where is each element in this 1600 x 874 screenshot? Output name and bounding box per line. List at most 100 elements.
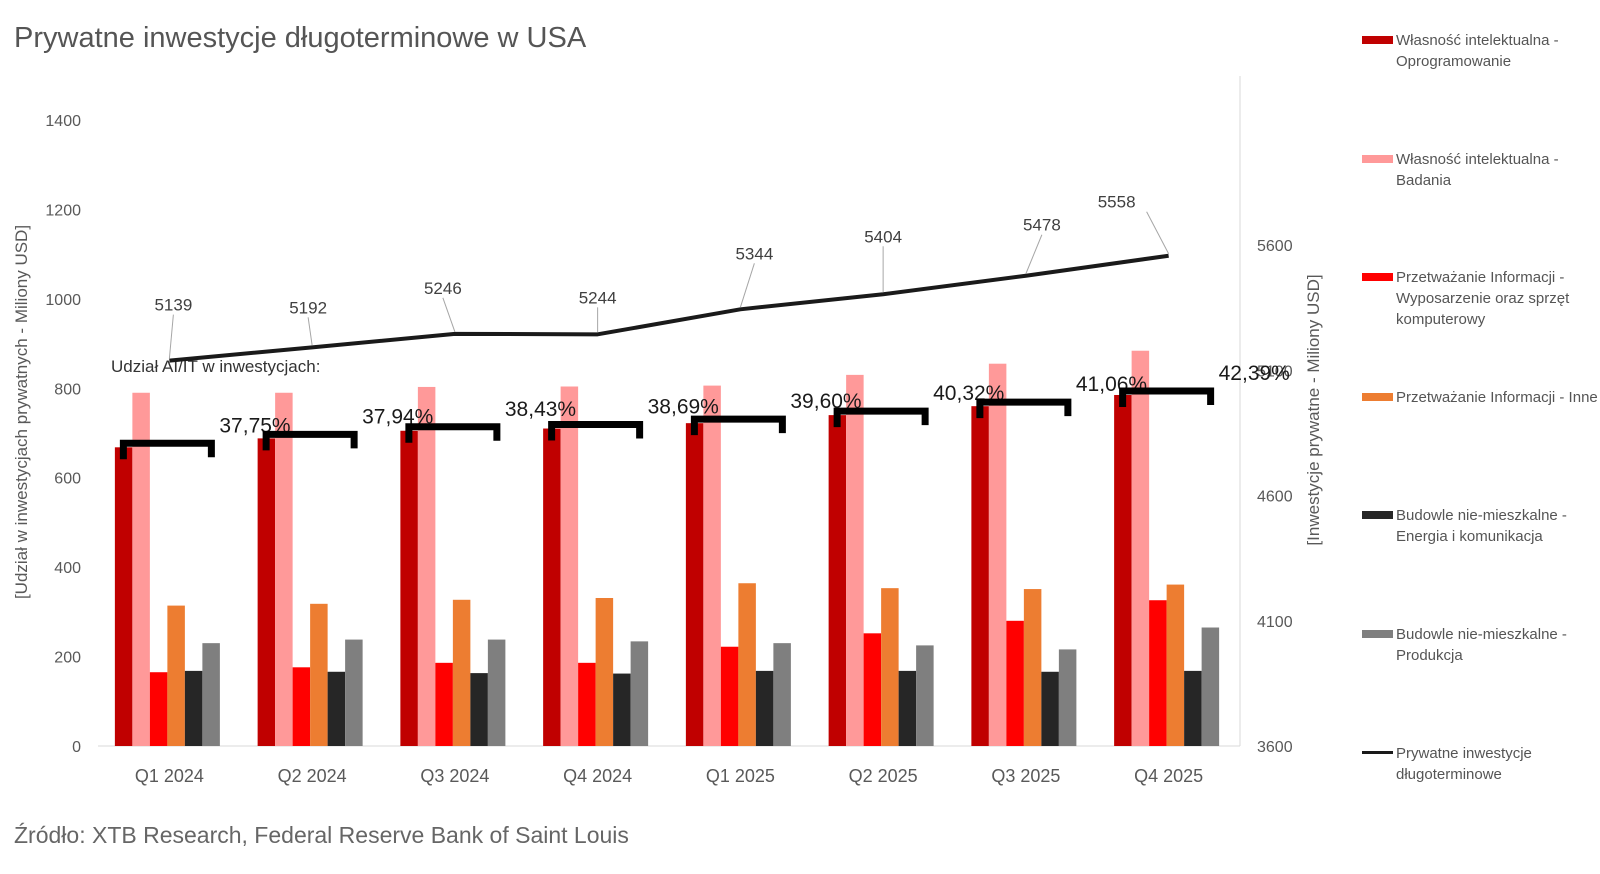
x-tick-label: Q2 2025 <box>849 766 918 786</box>
bar <box>167 605 185 746</box>
legend-swatch <box>1362 511 1393 519</box>
bar <box>417 386 436 746</box>
line-data-label: 5139 <box>154 296 192 315</box>
y2-tick-label: 4600 <box>1257 489 1293 506</box>
bar <box>971 406 989 746</box>
line-data-label: 5404 <box>864 227 902 246</box>
share-label: 39,60% <box>790 390 861 413</box>
bar <box>1201 627 1220 746</box>
bar <box>773 643 791 746</box>
bar <box>452 599 471 746</box>
share-annotation: Udział AI/IT w inwestycjach: <box>111 357 320 376</box>
bar <box>310 603 328 746</box>
x-tick-label: Q2 2024 <box>278 766 347 786</box>
bar <box>400 430 418 746</box>
bar <box>1058 649 1077 746</box>
bar <box>595 597 614 746</box>
legend-swatch <box>1362 36 1393 44</box>
bar <box>487 639 506 746</box>
bar <box>1041 671 1059 746</box>
share-label: 38,69% <box>648 396 719 419</box>
line-data-label: 5558 <box>1098 193 1136 212</box>
bar <box>275 392 293 746</box>
x-tick-label: Q1 2025 <box>706 766 775 786</box>
y2-tick-label: 5100 <box>1257 363 1293 380</box>
bar <box>881 588 899 746</box>
bar <box>846 374 864 746</box>
share-bracket <box>976 398 1072 419</box>
legend-label: Własność intelektualna - Oprogramowanie <box>1396 32 1559 70</box>
legend-swatch <box>1362 273 1393 281</box>
share-label: 38,43% <box>505 398 576 421</box>
bar <box>578 662 596 746</box>
page-title: Prywatne inwestycje długoterminowe w USA <box>14 22 587 54</box>
bar <box>1023 589 1042 746</box>
x-tick-label: Q1 2024 <box>135 766 204 786</box>
bar <box>738 583 756 746</box>
bar <box>149 672 168 746</box>
bar <box>828 415 847 746</box>
y-tick-label: 800 <box>54 381 81 398</box>
total-line <box>169 253 1169 363</box>
legend-label: Własność intelektualna - Badania <box>1396 151 1559 189</box>
bar <box>1184 670 1202 746</box>
line-data-label: 5478 <box>1023 216 1061 235</box>
bar <box>292 667 311 746</box>
line-leader <box>168 314 174 359</box>
y-tick-label: 1000 <box>45 292 81 309</box>
line-data-label: 5344 <box>735 244 773 263</box>
bar <box>916 645 934 746</box>
y2-tick-label: 5600 <box>1257 238 1293 255</box>
line-data-label: 5246 <box>424 279 462 298</box>
bar <box>703 385 721 746</box>
bar <box>202 643 220 746</box>
y-tick-label: 1200 <box>45 202 81 219</box>
y2-tick-label: 3600 <box>1257 739 1293 756</box>
legend-swatch <box>1362 393 1393 401</box>
bar <box>613 673 631 746</box>
bar <box>132 392 150 746</box>
x-tick-label: Q4 2024 <box>563 766 632 786</box>
legend-label: Przetważanie Informacji - Wyposarzenie o… <box>1396 269 1570 328</box>
share-bracket <box>833 407 929 428</box>
bar <box>863 633 882 746</box>
source-note: Źródło: XTB Research, Federal Reserve Ba… <box>14 822 629 848</box>
bar <box>898 670 917 746</box>
line-leader <box>739 263 755 308</box>
line-data-label: 5244 <box>579 288 617 307</box>
bar <box>1006 620 1024 746</box>
bar <box>543 428 561 746</box>
share-bracket <box>262 430 358 451</box>
bar <box>1166 584 1185 746</box>
bar <box>630 641 649 746</box>
bar <box>988 363 1007 746</box>
bar <box>257 438 276 746</box>
legend-swatch <box>1362 155 1393 163</box>
y-tick-label: 1400 <box>45 113 81 130</box>
bar <box>435 662 453 746</box>
y2-axis-title: [Inwestycje prywatne - Miliony USD] <box>1304 274 1323 545</box>
share-bracket <box>405 423 501 443</box>
x-tick-label: Q3 2025 <box>991 766 1060 786</box>
y-tick-label: 400 <box>54 560 81 577</box>
legend-label: Budowle nie-mieszkalne - Energia i komun… <box>1396 507 1567 545</box>
x-tick-label: Q4 2025 <box>1134 766 1203 786</box>
legend-label: Budowle nie-mieszkalne - Produkcja <box>1396 626 1567 664</box>
legend-swatch <box>1362 751 1393 754</box>
share-bracket <box>119 439 215 460</box>
bar <box>184 670 203 746</box>
line-leader <box>307 317 313 346</box>
share-label: 37,94% <box>362 405 433 428</box>
bar <box>470 673 488 746</box>
bar <box>345 639 363 746</box>
share-bracket <box>1119 387 1215 407</box>
bar <box>560 386 579 746</box>
y-tick-label: 200 <box>54 650 81 667</box>
share-bracket <box>690 415 786 436</box>
y2-tick-label: 4100 <box>1257 614 1293 631</box>
x-tick-label: Q3 2024 <box>420 766 489 786</box>
y-axis-title: [Udział w inwestycjach prywatnych - Mili… <box>12 225 31 599</box>
line-leader <box>442 297 456 333</box>
bar <box>720 646 739 746</box>
